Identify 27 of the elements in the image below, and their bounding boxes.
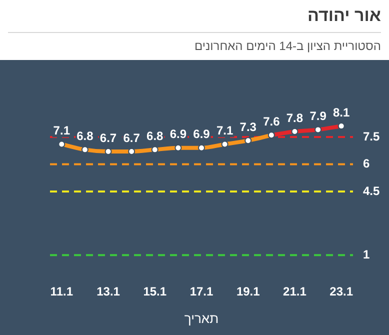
data-label: 7.6 (263, 114, 280, 128)
x-tick-label: 23.1 (330, 284, 354, 299)
x-tick-label: 13.1 (96, 284, 120, 299)
x-tick-label: 19.1 (236, 284, 260, 299)
data-label: 7.9 (310, 109, 327, 123)
data-label: 6.9 (170, 127, 187, 142)
data-label: 7.3 (240, 120, 257, 134)
data-label: 6.8 (146, 128, 164, 143)
x-tick-label: 15.1 (143, 284, 167, 299)
data-label: 8.1 (333, 105, 350, 120)
ref-line-label: 1 (363, 247, 370, 262)
chart-title: אור יהודה (8, 0, 381, 33)
ref-line-label: 7.5 (363, 129, 380, 144)
data-label: 6.7 (100, 130, 117, 145)
x-tick-label: 21.1 (283, 284, 307, 299)
ref-line-label: 4.5 (363, 184, 380, 198)
x-tick-label: 17.1 (190, 284, 214, 299)
x-tick-label: 11.1 (50, 284, 74, 299)
data-label: 6.9 (193, 127, 210, 142)
data-label: 6.7 (123, 130, 140, 145)
ref-line-label: 6 (363, 156, 370, 171)
data-label: 7.1 (216, 124, 234, 138)
data-label: 6.8 (76, 128, 94, 143)
chart-subtitle: הסטוריית הציון ב-14 הימים האחרונים (194, 38, 381, 53)
data-label: 7.8 (286, 110, 304, 125)
x-axis-title: תאריך (184, 310, 219, 326)
data-label: 7.1 (53, 124, 70, 138)
